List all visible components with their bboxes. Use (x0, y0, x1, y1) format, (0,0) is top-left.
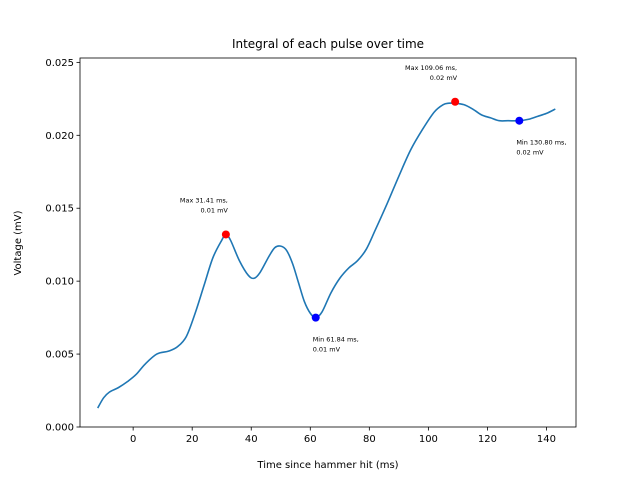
y-axis-label: Voltage (mV) (13, 210, 24, 275)
x-tick-label: 60 (304, 434, 317, 445)
max-annotation-line: Max 109.06 ms, (405, 64, 457, 72)
max-annotation-line: 0.01 mV (201, 206, 229, 214)
y-tick-label: 0.010 (45, 277, 74, 288)
max-marker (221, 230, 230, 239)
y-tick-label: 0.025 (45, 58, 74, 69)
min-marker (515, 116, 524, 125)
max-annotation-line: Max 31.41 ms, (180, 196, 228, 204)
axes-frame (79, 57, 577, 428)
y-tick-label: 0.015 (45, 204, 74, 215)
plot-area: 0 20 40 60 80 100 120 140 0.000 0.005 0.010 0.015 0.… (45, 57, 577, 445)
min-marker (311, 313, 320, 322)
x-tick-label: 20 (186, 434, 199, 445)
y-tick-label: 0.005 (45, 350, 74, 361)
min-annotation-line: Min 61.84 ms, (313, 336, 359, 344)
x-axis-label: Time since hammer hit (ms) (256, 460, 398, 471)
chart-title: Integral of each pulse over time (232, 37, 424, 51)
y-tick-label: 0.000 (45, 423, 74, 434)
max-annotation-line: 0.02 mV (430, 74, 458, 82)
min-annotation-line: Min 130.80 ms, (516, 139, 566, 147)
x-tick-label: 40 (245, 434, 258, 445)
max-marker (451, 97, 460, 106)
x-tick-label: 100 (419, 434, 438, 445)
min-annotation-line: 0.01 mV (313, 346, 341, 354)
min-annotation-line: 0.02 mV (516, 149, 544, 157)
x-tick-label: 120 (478, 434, 497, 445)
x-tick-label: 140 (537, 434, 556, 445)
x-tick-label: 80 (363, 434, 376, 445)
y-tick-label: 0.020 (45, 131, 74, 142)
series-line (97, 102, 556, 409)
x-tick-label: 0 (130, 434, 136, 445)
